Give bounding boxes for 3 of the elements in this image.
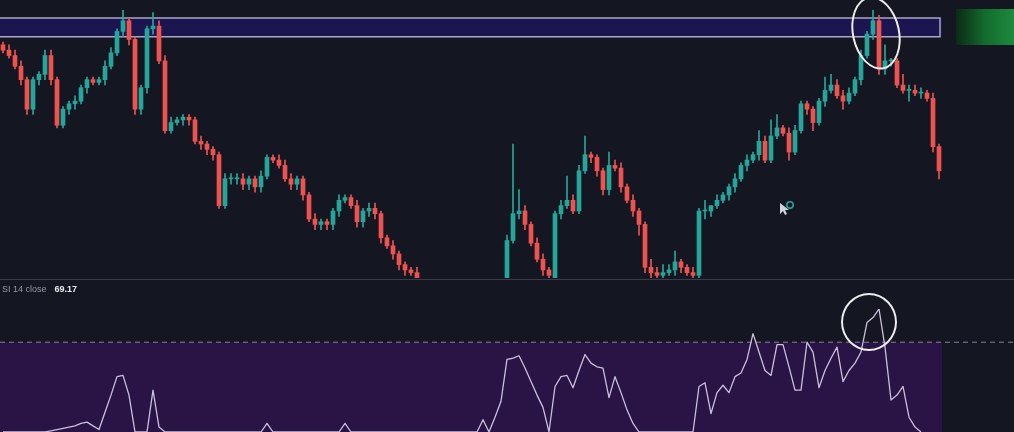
candlestick: [906, 84, 912, 102]
text: 69.17: [54, 284, 78, 295]
text: SI 14 close: [2, 284, 47, 295]
